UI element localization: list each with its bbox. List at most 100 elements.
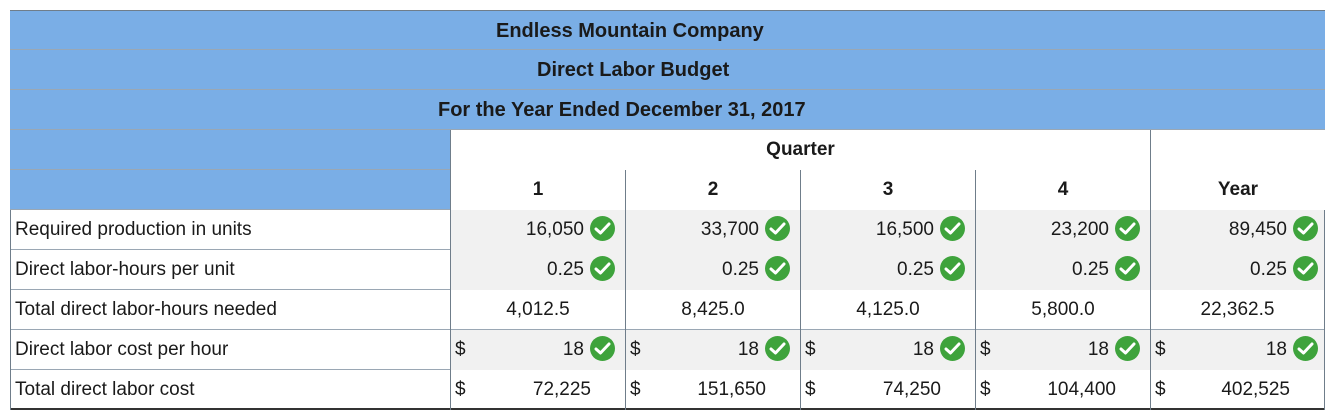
col-header-q2: 2 <box>625 170 800 210</box>
company-title-row: Endless Mountain Company <box>10 10 1325 50</box>
value-q2: 18 <box>737 339 759 360</box>
input-cell-year[interactable]: 89,450 <box>1150 210 1325 250</box>
input-cell-q1[interactable]: 0.25 <box>450 250 625 290</box>
value-q4: 5,800.0 <box>1031 299 1095 320</box>
input-cell-q1[interactable]: 16,050 <box>450 210 625 250</box>
input-cell-q2[interactable]: 0.25 <box>625 250 800 290</box>
currency-symbol: $ <box>805 339 816 360</box>
col-header-q1: 1 <box>450 170 625 210</box>
value-year: 0.25 <box>1250 259 1287 280</box>
value-year: 89,450 <box>1228 219 1287 240</box>
value-q4: 23,200 <box>1050 219 1109 240</box>
row-label: Total direct labor-hours needed <box>10 290 450 330</box>
value-q2: 33,700 <box>700 219 759 240</box>
currency-symbol: $ <box>630 339 641 360</box>
year-header-spacer <box>1150 130 1325 170</box>
value-cell-q2: 8,425.0 <box>625 290 800 330</box>
check-circle-icon <box>1115 255 1140 281</box>
report-period: For the Year Ended December 31, 2017 <box>438 99 806 121</box>
check-circle-icon <box>940 255 965 281</box>
report-title-row: Direct Labor Budget <box>10 50 1325 90</box>
row-label: Direct labor-hours per unit <box>10 250 450 290</box>
value-q1: 18 <box>562 339 584 360</box>
table-row-cost-per-hour: Direct labor cost per hour $18 $18 $18 $… <box>10 330 1325 370</box>
currency-symbol: $ <box>980 379 991 400</box>
value-q1: 16,050 <box>525 219 584 240</box>
value-q3: 4,125.0 <box>856 299 920 320</box>
input-cell-q3[interactable]: 0.25 <box>800 250 975 290</box>
input-cell-q2[interactable]: $18 <box>625 330 800 370</box>
value-q3: 74,250 <box>882 379 941 400</box>
col-label-q2: 2 <box>707 179 719 200</box>
currency-symbol: $ <box>1155 379 1166 400</box>
input-cell-q1[interactable]: $18 <box>450 330 625 370</box>
direct-labor-budget-table: Endless Mountain Company Direct Labor Bu… <box>10 10 1325 410</box>
quarter-label: Quarter <box>766 139 835 160</box>
value-year: 18 <box>1265 339 1287 360</box>
value-q2: 0.25 <box>722 259 759 280</box>
company-name: Endless Mountain Company <box>496 20 764 42</box>
input-cell-year[interactable]: $18 <box>1150 330 1325 370</box>
row-label: Total direct labor cost <box>10 370 450 410</box>
col-header-year: Year <box>1150 170 1325 210</box>
input-cell-q2[interactable]: 33,700 <box>625 210 800 250</box>
table-row-total-hours: Total direct labor-hours needed 4,012.5 … <box>10 290 1325 330</box>
input-cell-q3[interactable]: 16,500 <box>800 210 975 250</box>
table-row-required-production: Required production in units 16,050 33,7… <box>10 210 1325 250</box>
check-circle-icon <box>1293 255 1318 281</box>
value-cell-q3: $74,250 <box>800 370 975 410</box>
check-circle-icon <box>1115 215 1140 241</box>
col-header-q4: 4 <box>975 170 1150 210</box>
input-cell-q4[interactable]: 0.25 <box>975 250 1150 290</box>
value-q4: 104,400 <box>1047 379 1116 400</box>
col-label-year: Year <box>1217 179 1259 200</box>
col-label-q3: 3 <box>882 179 894 200</box>
value-cell-q2: $151,650 <box>625 370 800 410</box>
check-circle-icon <box>590 215 615 241</box>
value-cell-q4: $104,400 <box>975 370 1150 410</box>
value-q3: 16,500 <box>875 219 934 240</box>
check-circle-icon <box>590 335 615 361</box>
value-cell-year: $402,525 <box>1150 370 1325 410</box>
value-cell-q4: 5,800.0 <box>975 290 1150 330</box>
check-circle-icon <box>590 255 615 281</box>
input-cell-q3[interactable]: $18 <box>800 330 975 370</box>
check-circle-icon <box>940 335 965 361</box>
currency-symbol: $ <box>455 379 466 400</box>
value-q2: 8,425.0 <box>681 299 745 320</box>
currency-symbol: $ <box>805 379 816 400</box>
check-circle-icon <box>765 255 790 281</box>
value-q4: 0.25 <box>1072 259 1109 280</box>
row-label: Direct labor cost per hour <box>10 330 450 370</box>
quarter-header: Quarter <box>450 130 1150 170</box>
value-q1: 72,225 <box>532 379 591 400</box>
value-q1: 4,012.5 <box>506 299 570 320</box>
check-circle-icon <box>765 335 790 361</box>
input-cell-q4[interactable]: 23,200 <box>975 210 1150 250</box>
check-circle-icon <box>940 215 965 241</box>
currency-symbol: $ <box>1155 339 1166 360</box>
check-circle-icon <box>1115 335 1140 361</box>
table-row-hours-per-unit: Direct labor-hours per unit 0.25 0.25 0.… <box>10 250 1325 290</box>
currency-symbol: $ <box>455 339 466 360</box>
value-q3: 18 <box>912 339 934 360</box>
column-header-row: 1 2 3 4 Year <box>10 170 1325 210</box>
col-label-q1: 1 <box>532 179 544 200</box>
check-circle-icon <box>1293 215 1318 241</box>
row-label: Required production in units <box>10 210 450 250</box>
col-label-q4: 4 <box>1057 179 1069 200</box>
value-q3: 0.25 <box>897 259 934 280</box>
value-cell-year: 22,362.5 <box>1150 290 1325 330</box>
value-year: 402,525 <box>1221 379 1290 400</box>
currency-symbol: $ <box>980 339 991 360</box>
input-cell-year[interactable]: 0.25 <box>1150 250 1325 290</box>
quarter-header-row: Quarter <box>10 130 1325 170</box>
value-q1: 0.25 <box>547 259 584 280</box>
period-title-row: For the Year Ended December 31, 2017 <box>10 90 1325 130</box>
input-cell-q4[interactable]: $18 <box>975 330 1150 370</box>
value-year: 22,362.5 <box>1200 299 1275 320</box>
table-row-total-cost: Total direct labor cost $72,225 $151,650… <box>10 370 1325 410</box>
check-circle-icon <box>1293 335 1318 361</box>
value-q2: 151,650 <box>697 379 766 400</box>
check-circle-icon <box>765 215 790 241</box>
